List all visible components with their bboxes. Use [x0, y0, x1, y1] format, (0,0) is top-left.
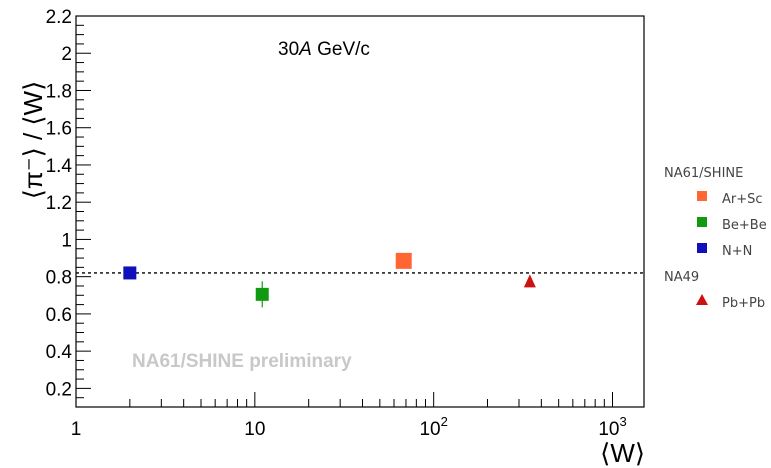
y-tick-label: 2.2 [46, 7, 72, 28]
y-tick-label: 1.8 [46, 81, 72, 102]
data-points [123, 252, 536, 308]
x-tick-label: 1 [71, 419, 82, 440]
data-point-be-be [255, 287, 269, 301]
legend: NA61/SHINE Ar+Sc Be+Be N+N NA49 Pb+Pb [664, 166, 767, 311]
y-tick-label: 1.6 [46, 119, 72, 140]
preliminary-label: NA61/SHINE preliminary [132, 351, 352, 372]
x-axis-title: ⟨W⟩ [600, 438, 645, 468]
y-axis-title: ⟨π⁻⟩ / ⟨W⟩ [18, 81, 48, 199]
y-tick-label: 2 [61, 44, 72, 65]
legend-marker [697, 191, 707, 201]
x-tick-label: 10 [244, 419, 265, 440]
y-tick-label: 1.2 [46, 193, 72, 214]
legend-label: Be+Be [722, 218, 767, 233]
x-tick-label: 102 [419, 414, 447, 440]
y-tick-label: 0.2 [46, 379, 72, 400]
legend-marker [697, 243, 707, 253]
y-tick-label: 1 [61, 230, 72, 251]
legend-marker [697, 217, 707, 227]
axis-ticks: 0.2 0.4 0.6 0.8 1 1.2 1.4 1.6 1.8 2 2.2 1 10 102 103 [46, 7, 627, 440]
y-tick-label: 1.4 [46, 156, 73, 177]
y-tick-label: 0.6 [46, 305, 72, 326]
y-tick-label: 0.4 [46, 342, 73, 363]
data-point-ar-sc [395, 252, 412, 269]
legend-label: N+N [722, 244, 752, 259]
legend-group-title: NA49 [664, 270, 699, 285]
x-tick-label: 103 [598, 414, 626, 440]
legend-label: Ar+Sc [722, 192, 763, 207]
data-point-n-n [123, 266, 137, 280]
energy-annotation: 30A GeV/c [278, 39, 370, 60]
legend-marker [696, 294, 708, 305]
legend-label: Pb+Pb [722, 296, 765, 311]
plot-frame [75, 15, 645, 408]
legend-group-title: NA61/SHINE [664, 166, 743, 181]
y-tick-label: 0.8 [46, 268, 72, 289]
data-point-pb-pb [523, 274, 536, 288]
